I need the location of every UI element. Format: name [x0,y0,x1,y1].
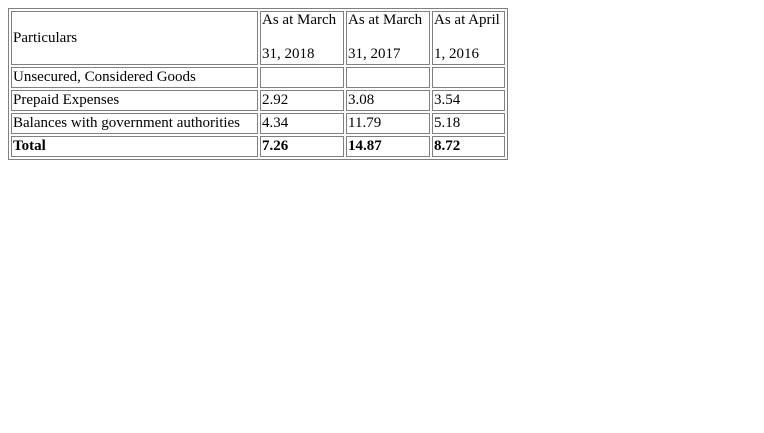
cell-2017: 3.08 [346,90,430,111]
total-2018: 7.26 [260,136,344,157]
row-label: Unsecured, Considered Goods [11,67,258,88]
cell-2016: 3.54 [432,90,505,111]
header-2016-line1: As at April [434,12,500,28]
header-row: Particulars As at March 31, 2018 As at M… [11,11,505,65]
header-2017: As at March 31, 2017 [346,11,430,65]
cell-2017: 11.79 [346,113,430,134]
header-2018: As at March 31, 2018 [260,11,344,65]
row-label: Prepaid Expenses [11,90,258,111]
cell-2018: 2.92 [260,90,344,111]
header-2016: As at April 1, 2016 [432,11,505,65]
financial-table: Particulars As at March 31, 2018 As at M… [8,8,508,160]
table-row: Unsecured, Considered Goods [11,67,505,88]
total-row: Total 7.26 14.87 8.72 [11,136,505,157]
header-2018-line2: 31, 2018 [262,46,315,62]
cell-2017 [346,67,430,88]
cell-2018: 4.34 [260,113,344,134]
row-label: Balances with government authorities [11,113,258,134]
total-label: Total [11,136,258,157]
header-2016-line2: 1, 2016 [434,46,479,62]
cell-2016 [432,67,505,88]
cell-2016: 5.18 [432,113,505,134]
total-2017: 14.87 [346,136,430,157]
header-particulars: Particulars [11,11,258,65]
table-row: Prepaid Expenses 2.92 3.08 3.54 [11,90,505,111]
total-2016: 8.72 [432,136,505,157]
table-row: Balances with government authorities 4.3… [11,113,505,134]
cell-2018 [260,67,344,88]
header-2017-line2: 31, 2017 [348,46,401,62]
header-2018-line1: As at March [262,12,337,28]
header-2017-line1: As at March [348,12,423,28]
